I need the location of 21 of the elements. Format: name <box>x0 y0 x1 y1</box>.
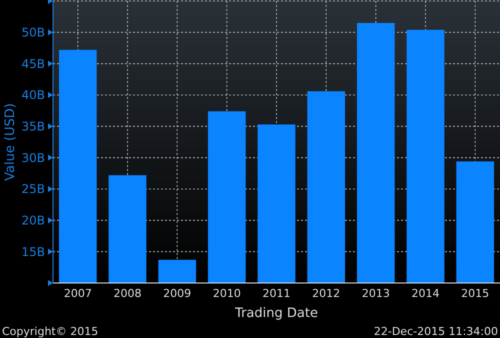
x-tick-label: 2009 <box>163 287 192 300</box>
x-tick-label: 2014 <box>412 287 440 300</box>
y-tick-label: 30B <box>21 150 45 165</box>
x-tick-label: 2008 <box>114 287 142 300</box>
y-tick-label: 20B <box>21 214 45 228</box>
y-axis-title: Value (USD) <box>3 103 18 181</box>
y-tick-label: 45B <box>21 56 45 71</box>
text: 22-Dec-2015 11:34:00 <box>374 325 498 338</box>
y-tick-label: 40B <box>21 88 45 102</box>
x-tick-label: 2007 <box>64 287 92 300</box>
y-tick-label: 25B <box>21 182 45 196</box>
y-tick-label: 35B <box>21 120 45 134</box>
x-tick-label: 2011 <box>262 287 290 300</box>
y-tick-label: 15B <box>21 244 45 259</box>
text: Copyright© 2015 <box>2 325 98 338</box>
x-axis-title: Trading Date <box>234 306 318 321</box>
x-tick-label: 2010 <box>212 287 241 300</box>
x-tick-label: 2012 <box>312 287 340 300</box>
y-tick-label: 50B <box>21 26 45 40</box>
x-tick-label: 2013 <box>362 287 390 300</box>
x-tick-label: 2015 <box>461 287 490 300</box>
